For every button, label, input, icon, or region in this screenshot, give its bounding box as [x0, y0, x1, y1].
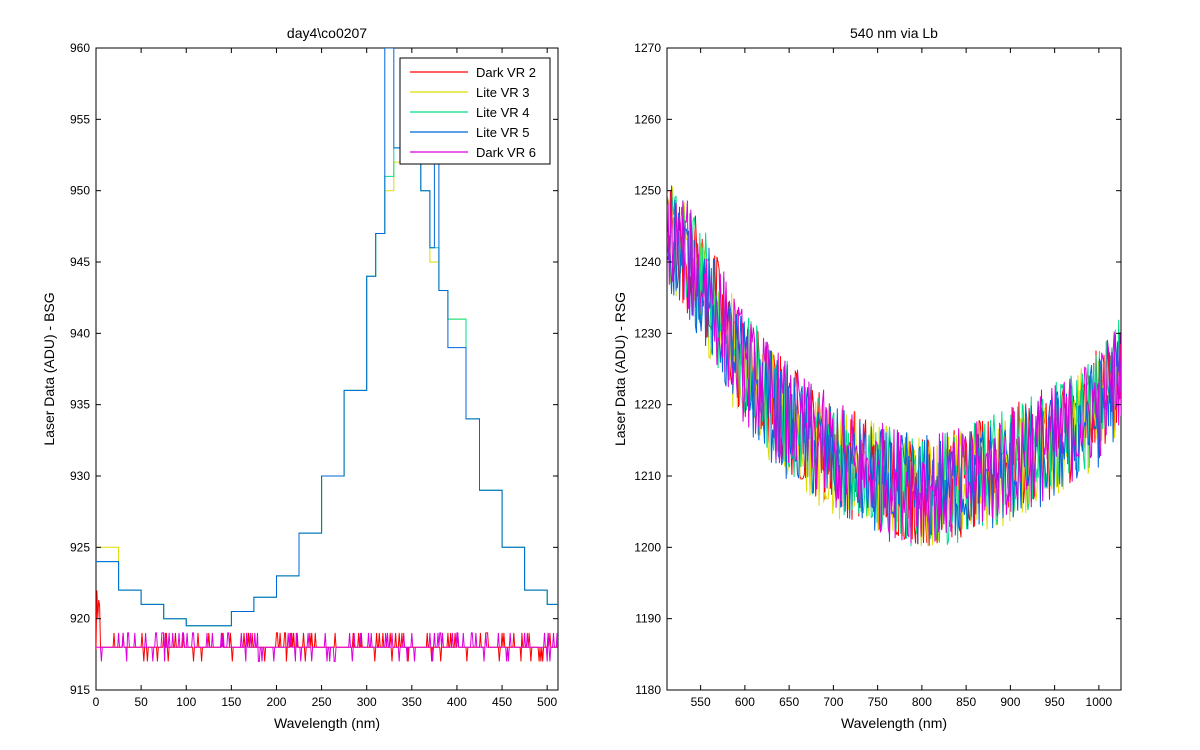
y-tick-label: 1210	[634, 469, 661, 483]
x-tick-label: 950	[1045, 695, 1065, 709]
y-tick-label: 945	[70, 255, 90, 269]
y-tick-label: 925	[70, 540, 90, 554]
x-axis-title: Wavelength (nm)	[274, 715, 380, 731]
x-tick-label: 850	[956, 695, 976, 709]
x-tick-label: 500	[537, 695, 557, 709]
y-tick-label: 940	[70, 326, 90, 340]
y-tick-label: 1190	[635, 612, 661, 626]
y-tick-label: 950	[70, 184, 90, 198]
y-tick-label: 960	[70, 41, 90, 55]
y-tick-label: 1220	[634, 398, 661, 412]
x-tick-label: 1000	[1086, 695, 1113, 709]
x-tick-label: 350	[402, 695, 422, 709]
legend-label: Lite VR 4	[476, 105, 529, 120]
x-tick-label: 100	[176, 695, 196, 709]
x-tick-label: 550	[691, 695, 711, 709]
x-axis-title: Wavelength (nm)	[841, 715, 947, 731]
x-tick-label: 300	[357, 695, 377, 709]
x-tick-label: 250	[312, 695, 332, 709]
y-axis-title: Laser Data (ADU) - RSG	[612, 292, 628, 446]
legend-label: Lite VR 5	[476, 125, 529, 140]
x-tick-label: 600	[735, 695, 755, 709]
y-tick-label: 1230	[634, 326, 661, 340]
legend: Dark VR 2 Lite VR 3 Lite VR 4 Lite VR 5 Dark…	[399, 57, 551, 165]
x-tick-label: 150	[221, 695, 241, 709]
y-tick-label: 955	[70, 112, 90, 126]
left-chart: 0 50 100 150 200 250 300 350 400 450 500 915 920 925 9…	[41, 25, 559, 731]
series-line-3	[96, 48, 558, 627]
right-chart: 550 600 650 700 750 800 850 900 950 1000 1180 1190 1…	[612, 25, 1122, 731]
y-tick-label: 1200	[634, 540, 661, 554]
x-tick-label: 750	[868, 695, 888, 709]
y-tick-label: 1270	[634, 41, 661, 55]
y-tick-label: 1250	[634, 184, 661, 198]
legend-box	[399, 57, 551, 165]
series-line-4	[667, 185, 1121, 546]
y-tick-label: 915	[70, 683, 90, 697]
x-tick-label: 900	[1000, 695, 1020, 709]
x-tick-label: 400	[447, 695, 467, 709]
y-tick-label: 1260	[634, 112, 661, 126]
x-tick-label: 800	[912, 695, 932, 709]
x-tick-label: 200	[266, 695, 286, 709]
y-tick-label: 935	[70, 398, 90, 412]
x-tick-label: 0	[93, 695, 100, 709]
series-group	[667, 185, 1121, 547]
chart-title: day4\co0207	[287, 25, 367, 41]
y-tick-label: 920	[70, 612, 90, 626]
series-line-0	[96, 590, 558, 662]
legend-label: Dark VR 2	[476, 65, 536, 80]
y-tick-label: 1240	[634, 255, 661, 269]
y-axis-title: Laser Data (ADU) - BSG	[41, 292, 57, 445]
legend-label: Lite VR 3	[476, 85, 529, 100]
x-tick-label: 50	[134, 695, 148, 709]
y-tick-label: 1180	[635, 683, 661, 697]
y-tick-label: 930	[70, 469, 90, 483]
x-tick-label: 450	[492, 695, 512, 709]
legend-label: Dark VR 6	[476, 145, 536, 160]
series-line-4	[96, 632, 558, 662]
x-tick-label: 650	[779, 695, 799, 709]
series-group	[96, 48, 558, 662]
chart-title: 540 nm via Lb	[850, 25, 938, 41]
x-tick-label: 700	[823, 695, 843, 709]
